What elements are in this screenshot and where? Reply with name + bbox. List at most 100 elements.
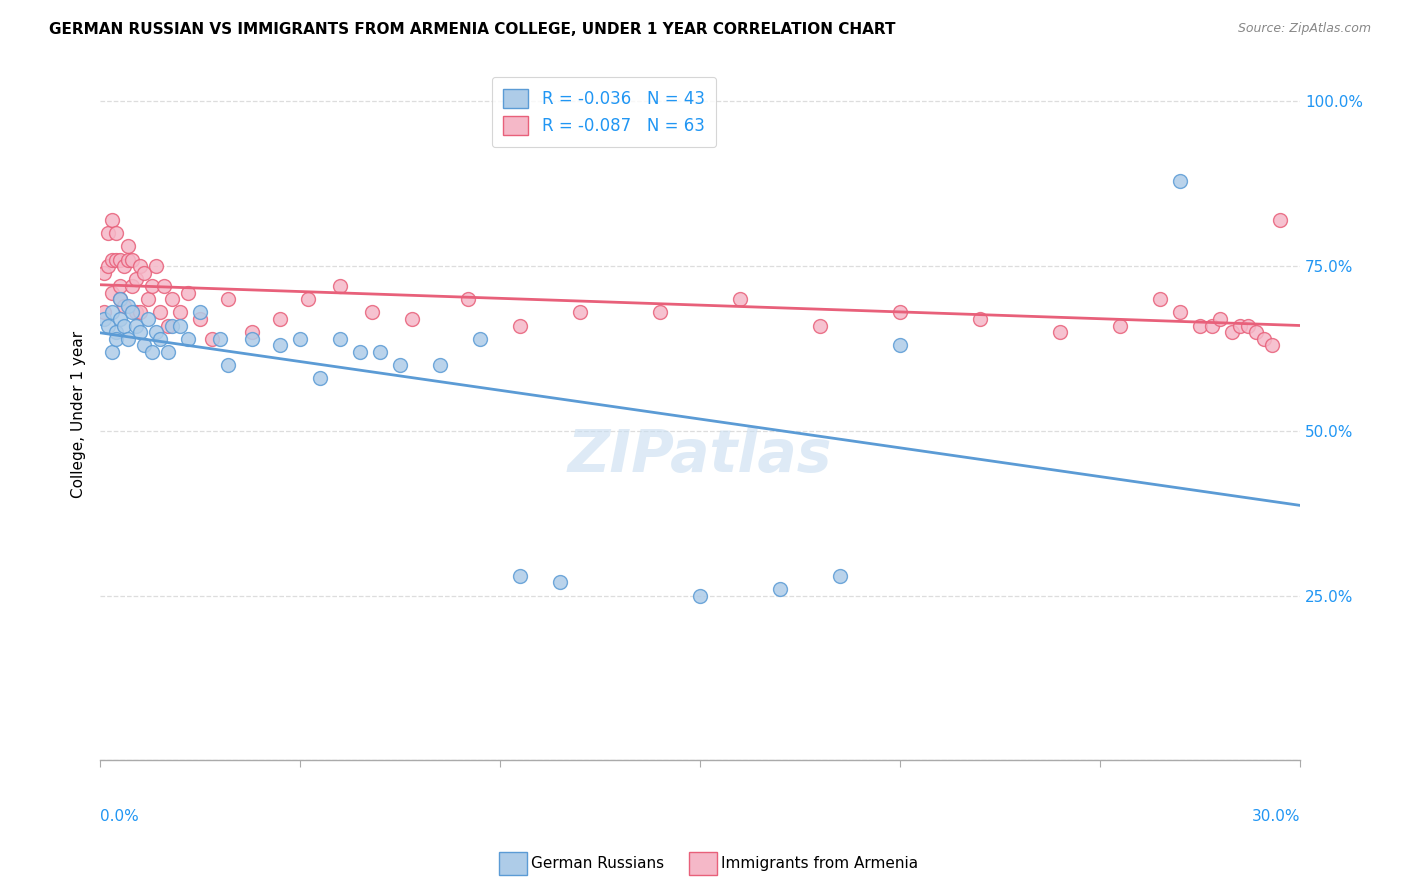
- Point: [129, 305, 152, 319]
- Point: [808, 318, 831, 333]
- Point: [889, 338, 911, 352]
- Point: [1149, 292, 1171, 306]
- Point: [209, 332, 232, 346]
- Legend: R = -0.036   N = 43, R = -0.087   N = 63: R = -0.036 N = 43, R = -0.087 N = 63: [492, 77, 717, 147]
- Text: GERMAN RUSSIAN VS IMMIGRANTS FROM ARMENIA COLLEGE, UNDER 1 YEAR CORRELATION CHAR: GERMAN RUSSIAN VS IMMIGRANTS FROM ARMENI…: [49, 22, 896, 37]
- Point: [1261, 338, 1284, 352]
- Point: [1049, 325, 1071, 339]
- Point: [160, 318, 183, 333]
- Point: [97, 318, 120, 333]
- Point: [889, 305, 911, 319]
- Point: [1209, 312, 1232, 326]
- Point: [1201, 318, 1223, 333]
- Point: [769, 582, 792, 596]
- Y-axis label: College, Under 1 year: College, Under 1 year: [72, 331, 86, 498]
- Point: [145, 259, 167, 273]
- Text: 30.0%: 30.0%: [1251, 809, 1301, 824]
- Point: [108, 292, 131, 306]
- Point: [401, 312, 423, 326]
- Point: [121, 279, 143, 293]
- Point: [105, 332, 128, 346]
- Point: [361, 305, 384, 319]
- Point: [429, 358, 451, 372]
- Point: [160, 292, 183, 306]
- Point: [149, 305, 172, 319]
- Point: [108, 279, 131, 293]
- Point: [93, 305, 115, 319]
- Point: [288, 332, 311, 346]
- Point: [112, 259, 135, 273]
- Point: [136, 312, 159, 326]
- Point: [509, 569, 531, 583]
- Point: [125, 272, 148, 286]
- Point: [1109, 318, 1132, 333]
- Point: [1237, 318, 1260, 333]
- Point: [177, 332, 200, 346]
- Point: [240, 332, 263, 346]
- Point: [108, 292, 131, 306]
- Point: [105, 226, 128, 240]
- Point: [97, 226, 120, 240]
- Point: [240, 325, 263, 339]
- Point: [117, 299, 139, 313]
- Point: [269, 312, 291, 326]
- Point: [309, 371, 332, 385]
- Text: 0.0%: 0.0%: [100, 809, 139, 824]
- Point: [129, 325, 152, 339]
- Point: [457, 292, 479, 306]
- Point: [1229, 318, 1251, 333]
- Point: [101, 252, 124, 267]
- Point: [105, 325, 128, 339]
- Point: [1253, 332, 1275, 346]
- Point: [145, 325, 167, 339]
- Point: [153, 279, 176, 293]
- Point: [1268, 213, 1291, 227]
- Point: [329, 332, 352, 346]
- Point: [349, 344, 371, 359]
- Point: [368, 344, 391, 359]
- Point: [689, 589, 711, 603]
- Point: [93, 312, 115, 326]
- Point: [112, 318, 135, 333]
- Point: [141, 344, 163, 359]
- Point: [828, 569, 851, 583]
- Point: [157, 344, 180, 359]
- Point: [101, 285, 124, 300]
- Point: [297, 292, 319, 306]
- Point: [117, 239, 139, 253]
- Point: [548, 575, 571, 590]
- Point: [93, 266, 115, 280]
- Point: [269, 338, 291, 352]
- Point: [569, 305, 592, 319]
- Point: [134, 338, 156, 352]
- Point: [129, 259, 152, 273]
- Point: [117, 252, 139, 267]
- Point: [101, 213, 124, 227]
- Text: ZIPatlas: ZIPatlas: [568, 427, 832, 484]
- Point: [121, 252, 143, 267]
- Point: [1168, 173, 1191, 187]
- Point: [97, 259, 120, 273]
- Point: [468, 332, 491, 346]
- Point: [728, 292, 751, 306]
- Point: [1189, 318, 1212, 333]
- Point: [108, 312, 131, 326]
- Point: [217, 358, 239, 372]
- Point: [101, 344, 124, 359]
- Text: Immigrants from Armenia: Immigrants from Armenia: [721, 856, 918, 871]
- Point: [389, 358, 412, 372]
- Point: [1168, 305, 1191, 319]
- Point: [969, 312, 991, 326]
- Point: [157, 318, 180, 333]
- Point: [509, 318, 531, 333]
- Point: [105, 252, 128, 267]
- Point: [134, 266, 156, 280]
- Point: [169, 305, 191, 319]
- Point: [141, 279, 163, 293]
- Point: [108, 252, 131, 267]
- Point: [188, 305, 211, 319]
- Point: [136, 292, 159, 306]
- Point: [188, 312, 211, 326]
- Point: [117, 332, 139, 346]
- Point: [201, 332, 224, 346]
